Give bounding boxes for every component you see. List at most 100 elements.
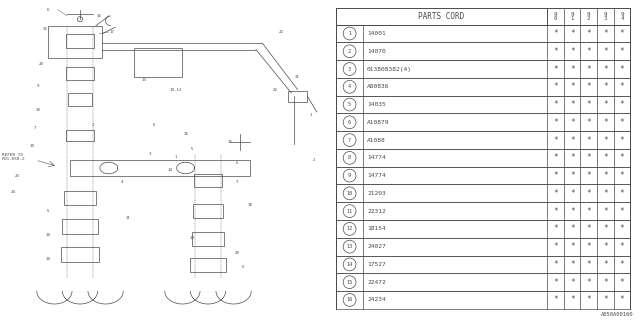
Bar: [67, 67, 93, 80]
Text: *: *: [620, 82, 625, 91]
Text: 6: 6: [348, 120, 351, 125]
Bar: [67, 130, 93, 141]
Text: 22: 22: [273, 88, 278, 92]
Text: *: *: [586, 47, 591, 56]
Text: *: *: [570, 100, 575, 109]
Text: 1: 1: [175, 155, 177, 159]
Text: *: *: [586, 207, 591, 216]
Text: 9
4: 9 4: [620, 12, 624, 21]
Bar: [336, 220, 630, 238]
Bar: [336, 42, 630, 60]
Bar: [336, 184, 630, 202]
Text: *: *: [603, 242, 608, 251]
Text: 9
1: 9 1: [570, 12, 574, 21]
Text: 9: 9: [37, 84, 40, 88]
Text: 7: 7: [236, 180, 238, 184]
Text: 12: 12: [346, 226, 353, 231]
Text: *: *: [553, 100, 558, 109]
Bar: [70, 160, 250, 176]
Text: *: *: [603, 118, 608, 127]
Text: *: *: [586, 136, 591, 145]
Text: *: *: [553, 171, 558, 180]
Text: 4: 4: [348, 84, 351, 89]
Text: *: *: [603, 260, 608, 269]
Text: 23: 23: [15, 174, 20, 178]
Bar: [336, 25, 630, 42]
Bar: [288, 91, 307, 102]
Bar: [336, 96, 630, 113]
Text: *: *: [553, 278, 558, 287]
Text: 21: 21: [295, 75, 300, 79]
Text: 13: 13: [346, 244, 353, 249]
Text: *: *: [603, 295, 608, 304]
Text: *: *: [586, 224, 591, 233]
Bar: [336, 8, 630, 25]
Bar: [336, 238, 630, 255]
Text: 13: 13: [141, 78, 147, 82]
Text: 1: 1: [309, 113, 312, 117]
Text: 2: 2: [92, 123, 94, 127]
Text: *: *: [586, 153, 591, 162]
Text: *: *: [553, 224, 558, 233]
Text: *: *: [620, 224, 625, 233]
Text: 013808382(4): 013808382(4): [367, 67, 412, 72]
Text: *: *: [620, 136, 625, 145]
Text: *: *: [620, 171, 625, 180]
Text: 24: 24: [10, 190, 15, 194]
Text: 20: 20: [39, 62, 44, 66]
Text: *: *: [620, 29, 625, 38]
Bar: [336, 149, 630, 167]
Text: *: *: [586, 29, 591, 38]
Text: *: *: [620, 278, 625, 287]
Text: A1088: A1088: [367, 138, 386, 143]
Text: *: *: [586, 100, 591, 109]
Bar: [65, 34, 95, 48]
Text: 9: 9: [348, 173, 351, 178]
Text: *: *: [603, 47, 608, 56]
Bar: [336, 167, 630, 184]
Text: *: *: [586, 118, 591, 127]
Text: *: *: [570, 65, 575, 74]
Text: *: *: [586, 295, 591, 304]
Text: *: *: [570, 82, 575, 91]
Text: 3: 3: [348, 67, 351, 72]
Text: *: *: [603, 224, 608, 233]
Text: 24027: 24027: [367, 244, 386, 249]
Text: *: *: [553, 65, 558, 74]
Text: *: *: [620, 295, 625, 304]
Text: *: *: [620, 100, 625, 109]
Text: *: *: [620, 260, 625, 269]
Text: *: *: [570, 242, 575, 251]
Text: 17: 17: [109, 30, 115, 34]
Bar: [64, 191, 96, 205]
Text: *: *: [553, 29, 558, 38]
Text: 9
2: 9 2: [587, 12, 591, 21]
Text: *: *: [570, 189, 575, 198]
Text: *: *: [586, 260, 591, 269]
Text: 7: 7: [348, 138, 351, 143]
Bar: [191, 258, 226, 272]
Text: 20: 20: [45, 257, 51, 261]
Text: 16: 16: [183, 132, 188, 136]
Text: 10: 10: [29, 144, 35, 148]
Text: *: *: [620, 207, 625, 216]
Bar: [336, 291, 630, 309]
Text: 18: 18: [247, 203, 252, 207]
Text: 22472: 22472: [367, 280, 386, 285]
Text: 19-12: 19-12: [170, 88, 182, 92]
Text: *: *: [620, 118, 625, 127]
Text: 8: 8: [348, 155, 351, 160]
Text: 16: 16: [346, 297, 353, 302]
Text: *: *: [603, 65, 608, 74]
Text: *: *: [620, 47, 625, 56]
Text: *: *: [586, 278, 591, 287]
Text: *: *: [570, 260, 575, 269]
Bar: [336, 78, 630, 96]
Bar: [48, 26, 102, 58]
Bar: [68, 93, 92, 106]
Text: *: *: [586, 189, 591, 198]
Text: 20: 20: [234, 251, 239, 255]
Bar: [336, 60, 630, 78]
Text: 22312: 22312: [367, 209, 386, 214]
Text: 17527: 17527: [367, 262, 386, 267]
